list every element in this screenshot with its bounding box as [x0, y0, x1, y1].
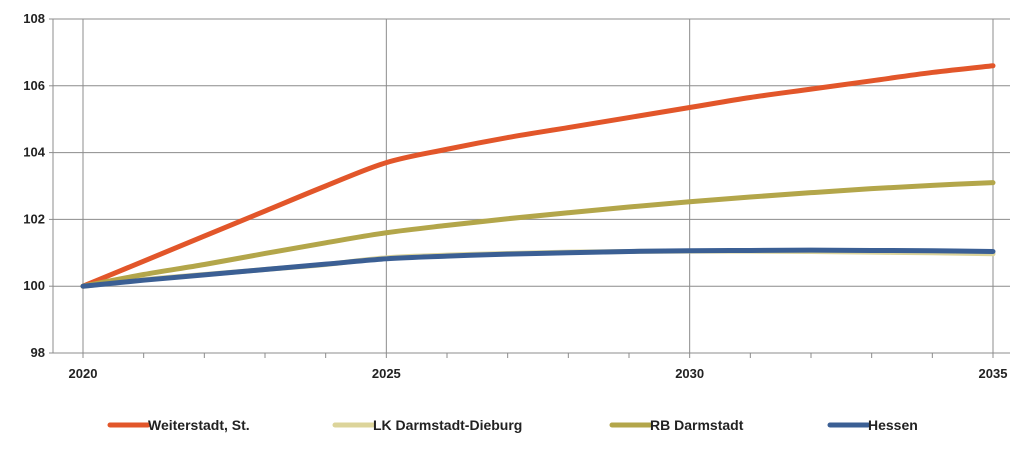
gridlines [53, 18, 1010, 353]
y-tick-label: 102 [23, 211, 45, 226]
y-tick-label: 100 [23, 278, 45, 293]
y-tick-label: 104 [23, 145, 45, 160]
series-line-4 [80, 247, 996, 289]
series-lines [80, 63, 996, 289]
x-tick-label: 2035 [979, 366, 1008, 381]
y-tick-label: 106 [23, 78, 45, 93]
x-tick-label: 2030 [675, 366, 704, 381]
legend-label: Weiterstadt, St. [148, 417, 250, 433]
axes: 98 100 102 104 106 108 2020 2025 2030 2035 [23, 11, 1010, 381]
legend-label: RB Darmstadt [650, 417, 744, 433]
x-tick-label: 2020 [69, 366, 98, 381]
series-line-2 [80, 248, 996, 289]
x-tick-label: 2025 [372, 366, 401, 381]
y-tick-label: 98 [31, 345, 45, 360]
legend: Weiterstadt, St. LK Darmstadt-Dieburg RB D… [107, 417, 918, 433]
y-tick-label: 108 [23, 11, 45, 26]
legend-label: LK Darmstadt-Dieburg [373, 417, 522, 433]
series-line-3 [80, 180, 996, 289]
series-line-1 [80, 63, 996, 289]
legend-label: Hessen [868, 417, 918, 433]
